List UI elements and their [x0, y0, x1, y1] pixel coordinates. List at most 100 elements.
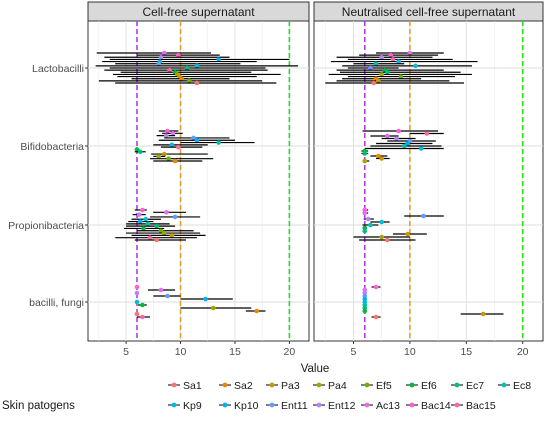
legend-key-point	[409, 402, 415, 408]
data-point	[390, 57, 396, 62]
data-point	[194, 80, 200, 86]
legend-key-point	[454, 382, 460, 388]
legend-key-point	[364, 382, 370, 388]
data-point	[405, 141, 410, 146]
data-point	[362, 308, 368, 314]
data-point	[373, 314, 379, 320]
data-point	[413, 63, 418, 69]
data-point	[480, 311, 486, 317]
legend-item: Bac15	[451, 400, 496, 412]
x-tick-label: 5	[123, 346, 129, 358]
legend-label: Sa2	[234, 380, 253, 392]
data-point	[379, 72, 384, 77]
data-point	[186, 78, 192, 84]
data-point	[176, 52, 181, 58]
data-point	[421, 213, 426, 219]
legend-item: Ent11	[266, 400, 308, 412]
legend-item: Kp10	[219, 400, 259, 412]
data-point	[136, 212, 142, 217]
data-point	[194, 137, 200, 143]
legend-key-point	[171, 402, 177, 408]
data-point	[418, 146, 424, 151]
legend-item: Pa4	[313, 380, 347, 392]
legend-key-point	[269, 402, 275, 408]
data-point	[164, 210, 169, 215]
data-point	[134, 147, 140, 152]
legend-key-point	[316, 402, 322, 408]
legend-item: Ec7	[451, 380, 484, 392]
data-point	[179, 76, 184, 82]
plot-area-1	[87, 20, 310, 342]
data-point	[164, 133, 169, 138]
legend-item: Ef6	[406, 380, 437, 392]
data-point	[379, 156, 384, 161]
strip-label-1: Cell-free supernatant	[142, 5, 255, 19]
data-point	[254, 308, 260, 314]
x-tick-label: 10	[404, 346, 416, 358]
legend-label: Ef5	[376, 380, 392, 392]
data-point	[210, 305, 216, 311]
legend-title: Skin patogens	[2, 400, 75, 412]
legend-item: Ef5	[361, 380, 392, 392]
legend-key-point	[501, 382, 507, 388]
data-point	[373, 284, 379, 290]
data-point	[388, 52, 394, 58]
data-point	[385, 133, 390, 139]
legend-key-point	[454, 402, 460, 408]
legend-item: Sa1	[168, 380, 202, 392]
legend-label: Pa3	[281, 380, 300, 392]
data-point	[176, 144, 181, 150]
legend-key-point	[409, 382, 415, 388]
data-point	[184, 65, 190, 71]
legend-item: Pa3	[266, 380, 300, 392]
legend-item: Kp9	[168, 400, 202, 412]
y-axis-labels: Lactobacilli Bifidobacteria Propionibacter…	[8, 63, 88, 309]
data-point	[161, 230, 167, 236]
data-point	[172, 214, 178, 220]
data-point	[137, 149, 143, 155]
data-point	[147, 235, 153, 240]
y-tick-label: Bifidobacteria	[20, 141, 84, 153]
data-point	[154, 237, 159, 243]
legend-label: Bac14	[421, 400, 451, 412]
data-point	[407, 50, 413, 56]
legend-label: Sa1	[183, 380, 202, 392]
x-axis-title: Value	[301, 363, 330, 375]
legend-label: Kp10	[234, 400, 259, 412]
legend-key-point	[269, 382, 275, 388]
x-tick-label: 20	[284, 346, 296, 358]
data-point	[143, 216, 148, 222]
legend: Skin patogens Sa1 Sa2 Pa3 Pa4 Ef5 Ef6 Ec7 Ec8 Kp…	[2, 380, 531, 412]
data-point	[379, 219, 384, 225]
legend-item: Sa2	[219, 380, 253, 392]
data-point	[362, 158, 368, 164]
legend-label: Ac13	[376, 400, 400, 412]
y-tick-label: Lactobacilli	[32, 63, 84, 75]
legend-item: Ent12	[313, 400, 356, 412]
data-point	[158, 54, 164, 60]
data-point	[368, 222, 373, 228]
legend-label: Ec7	[466, 380, 484, 392]
data-point	[169, 233, 175, 238]
data-point	[379, 54, 384, 60]
data-point	[362, 228, 368, 234]
data-point	[161, 50, 167, 56]
data-point	[405, 231, 410, 237]
data-point	[169, 142, 175, 148]
data-point	[398, 74, 404, 79]
data-point	[140, 314, 145, 320]
data-point	[401, 143, 407, 149]
y-tick-label: bacilli, fungi	[29, 297, 84, 309]
data-point	[145, 221, 151, 227]
data-point	[424, 131, 430, 136]
data-point	[140, 302, 145, 308]
data-point	[140, 207, 145, 213]
data-point	[396, 128, 401, 134]
x-tick-label: 10	[175, 346, 187, 358]
data-point	[362, 151, 368, 156]
data-point	[203, 296, 208, 302]
data-point	[376, 78, 381, 84]
legend-key-point	[222, 382, 228, 388]
legend-label: Bac15	[466, 400, 496, 412]
data-point	[172, 158, 178, 164]
